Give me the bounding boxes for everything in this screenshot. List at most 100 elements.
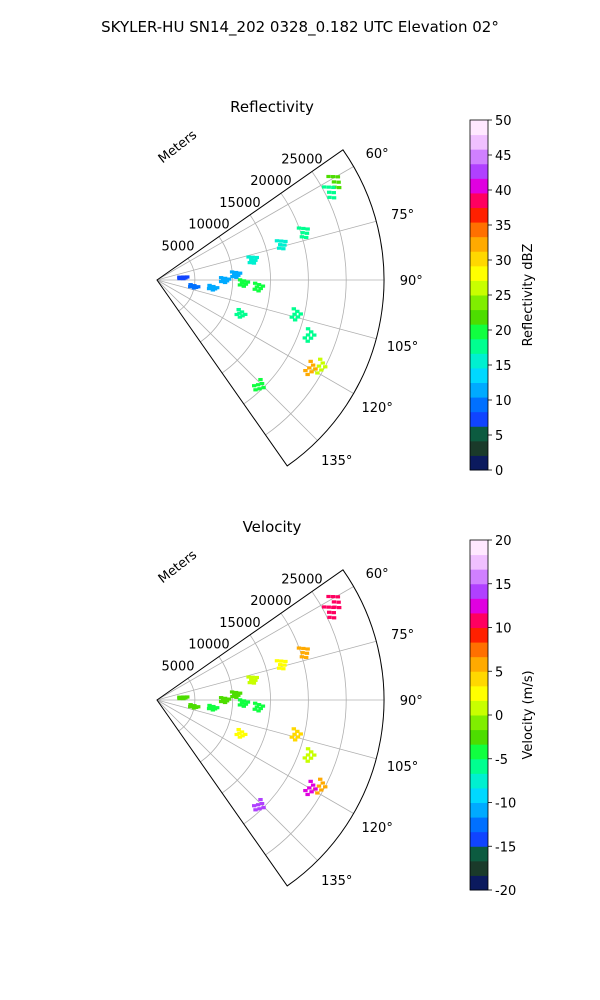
colorbar-label: Reflectivity dBZ — [521, 244, 536, 347]
colorbar-swatch — [470, 134, 488, 150]
echo-cell — [336, 180, 341, 184]
azimuth-line — [156, 279, 354, 394]
colorbar-swatch — [470, 149, 488, 165]
echo-cell — [326, 174, 331, 179]
radial-axis-label: Meters — [156, 548, 200, 587]
echo-points — [177, 594, 342, 812]
colorbar-swatch — [470, 236, 488, 252]
colorbar-swatch — [470, 817, 488, 833]
echo-cell — [301, 646, 306, 651]
colorbar-swatch — [470, 426, 488, 442]
azimuth-line — [156, 166, 354, 281]
reflectivity-panel: Reflectivity60°75°90°105°120°135°5000100… — [156, 98, 536, 479]
colorbar-tick-label: 0 — [495, 709, 503, 724]
echo-cell — [308, 779, 313, 783]
echo-cell — [236, 727, 241, 732]
colorbar-swatch — [470, 773, 488, 789]
echo-cell — [258, 377, 263, 382]
colorbar-tick-label: -15 — [495, 840, 516, 855]
echo-cell — [239, 281, 245, 285]
sector-outline — [156, 149, 385, 467]
echo-cell — [327, 195, 332, 199]
echo-cell — [278, 663, 283, 667]
echo-cell — [282, 663, 287, 667]
echo-cell — [252, 287, 257, 291]
echo-cell — [236, 273, 241, 277]
echo-cell — [315, 791, 320, 795]
azimuth-line — [156, 220, 377, 281]
echo-cell — [319, 368, 324, 372]
echo-cell — [321, 605, 327, 609]
echo-cell — [281, 247, 286, 251]
echo-cell — [255, 383, 261, 387]
echo-cell — [237, 278, 243, 282]
echo-cell — [224, 279, 230, 283]
echo-cell — [319, 788, 324, 792]
echo-cell — [218, 696, 224, 700]
azimuth-tick-label: 135° — [321, 874, 352, 889]
echo-cell — [283, 239, 288, 244]
colorbar-swatch — [470, 831, 488, 847]
echo-cell — [305, 372, 310, 377]
colorbar-swatch — [470, 440, 488, 456]
range-rings — [178, 591, 347, 856]
colorbar-tick-label: -5 — [495, 753, 508, 768]
echo-cell — [253, 258, 258, 262]
echo-cell — [292, 732, 297, 736]
echo-cell — [236, 693, 241, 697]
azimuth-line — [156, 640, 377, 701]
echo-cell — [316, 784, 322, 788]
echo-cell — [305, 227, 310, 231]
echo-cell — [303, 655, 309, 660]
colorbar-swatch — [470, 787, 488, 803]
echo-cell — [313, 367, 318, 371]
echo-cell — [323, 365, 328, 369]
echo-cell — [239, 310, 245, 314]
echo-cell — [323, 785, 328, 789]
echo-cell — [307, 786, 312, 790]
echo-cell — [261, 806, 266, 810]
colorbar-swatch — [470, 729, 488, 745]
echo-cell — [291, 727, 297, 731]
echo-cell — [320, 361, 325, 365]
sector-outline — [156, 569, 385, 887]
colorbar-label: Velocity (m/s) — [521, 670, 536, 759]
echo-cell — [326, 185, 331, 189]
echo-cell — [304, 651, 310, 655]
range-tick-label: 25000 — [281, 152, 322, 167]
colorbar-swatch — [470, 280, 488, 296]
echo-cell — [296, 646, 302, 650]
echo-cell — [181, 277, 186, 281]
colorbar-swatch — [470, 846, 488, 862]
echo-cell — [234, 275, 239, 279]
range-tick-label: 15000 — [219, 196, 260, 211]
echo-cell — [298, 312, 303, 316]
colorbar-swatch — [470, 120, 488, 136]
echo-cell — [247, 261, 253, 265]
echo-cell — [299, 235, 305, 239]
echo-cell — [229, 270, 235, 274]
echo-cell — [224, 699, 230, 703]
echo-cell — [253, 808, 258, 812]
echo-cell — [295, 735, 301, 739]
echo-cell — [234, 312, 239, 317]
echo-cell — [331, 185, 336, 190]
azimuth-tick-label: 75° — [391, 208, 414, 223]
echo-cell — [308, 359, 313, 363]
echo-cell — [295, 315, 301, 319]
echo-cell — [226, 277, 232, 281]
range-tick-label: 25000 — [281, 572, 322, 587]
azimuth-line — [156, 279, 377, 340]
echo-cell — [252, 384, 257, 388]
colorbar-swatch — [470, 367, 488, 383]
echo-cell — [232, 272, 237, 277]
colorbar-swatch — [470, 455, 488, 471]
echo-cell — [237, 311, 242, 315]
echo-cell — [241, 704, 246, 708]
echo-cell — [241, 284, 246, 288]
azimuth-tick-label: 135° — [321, 454, 352, 469]
echo-cell — [237, 698, 243, 702]
azimuth-tick-label: 105° — [387, 340, 418, 355]
echo-cell — [274, 239, 280, 243]
echo-cell — [245, 700, 251, 704]
